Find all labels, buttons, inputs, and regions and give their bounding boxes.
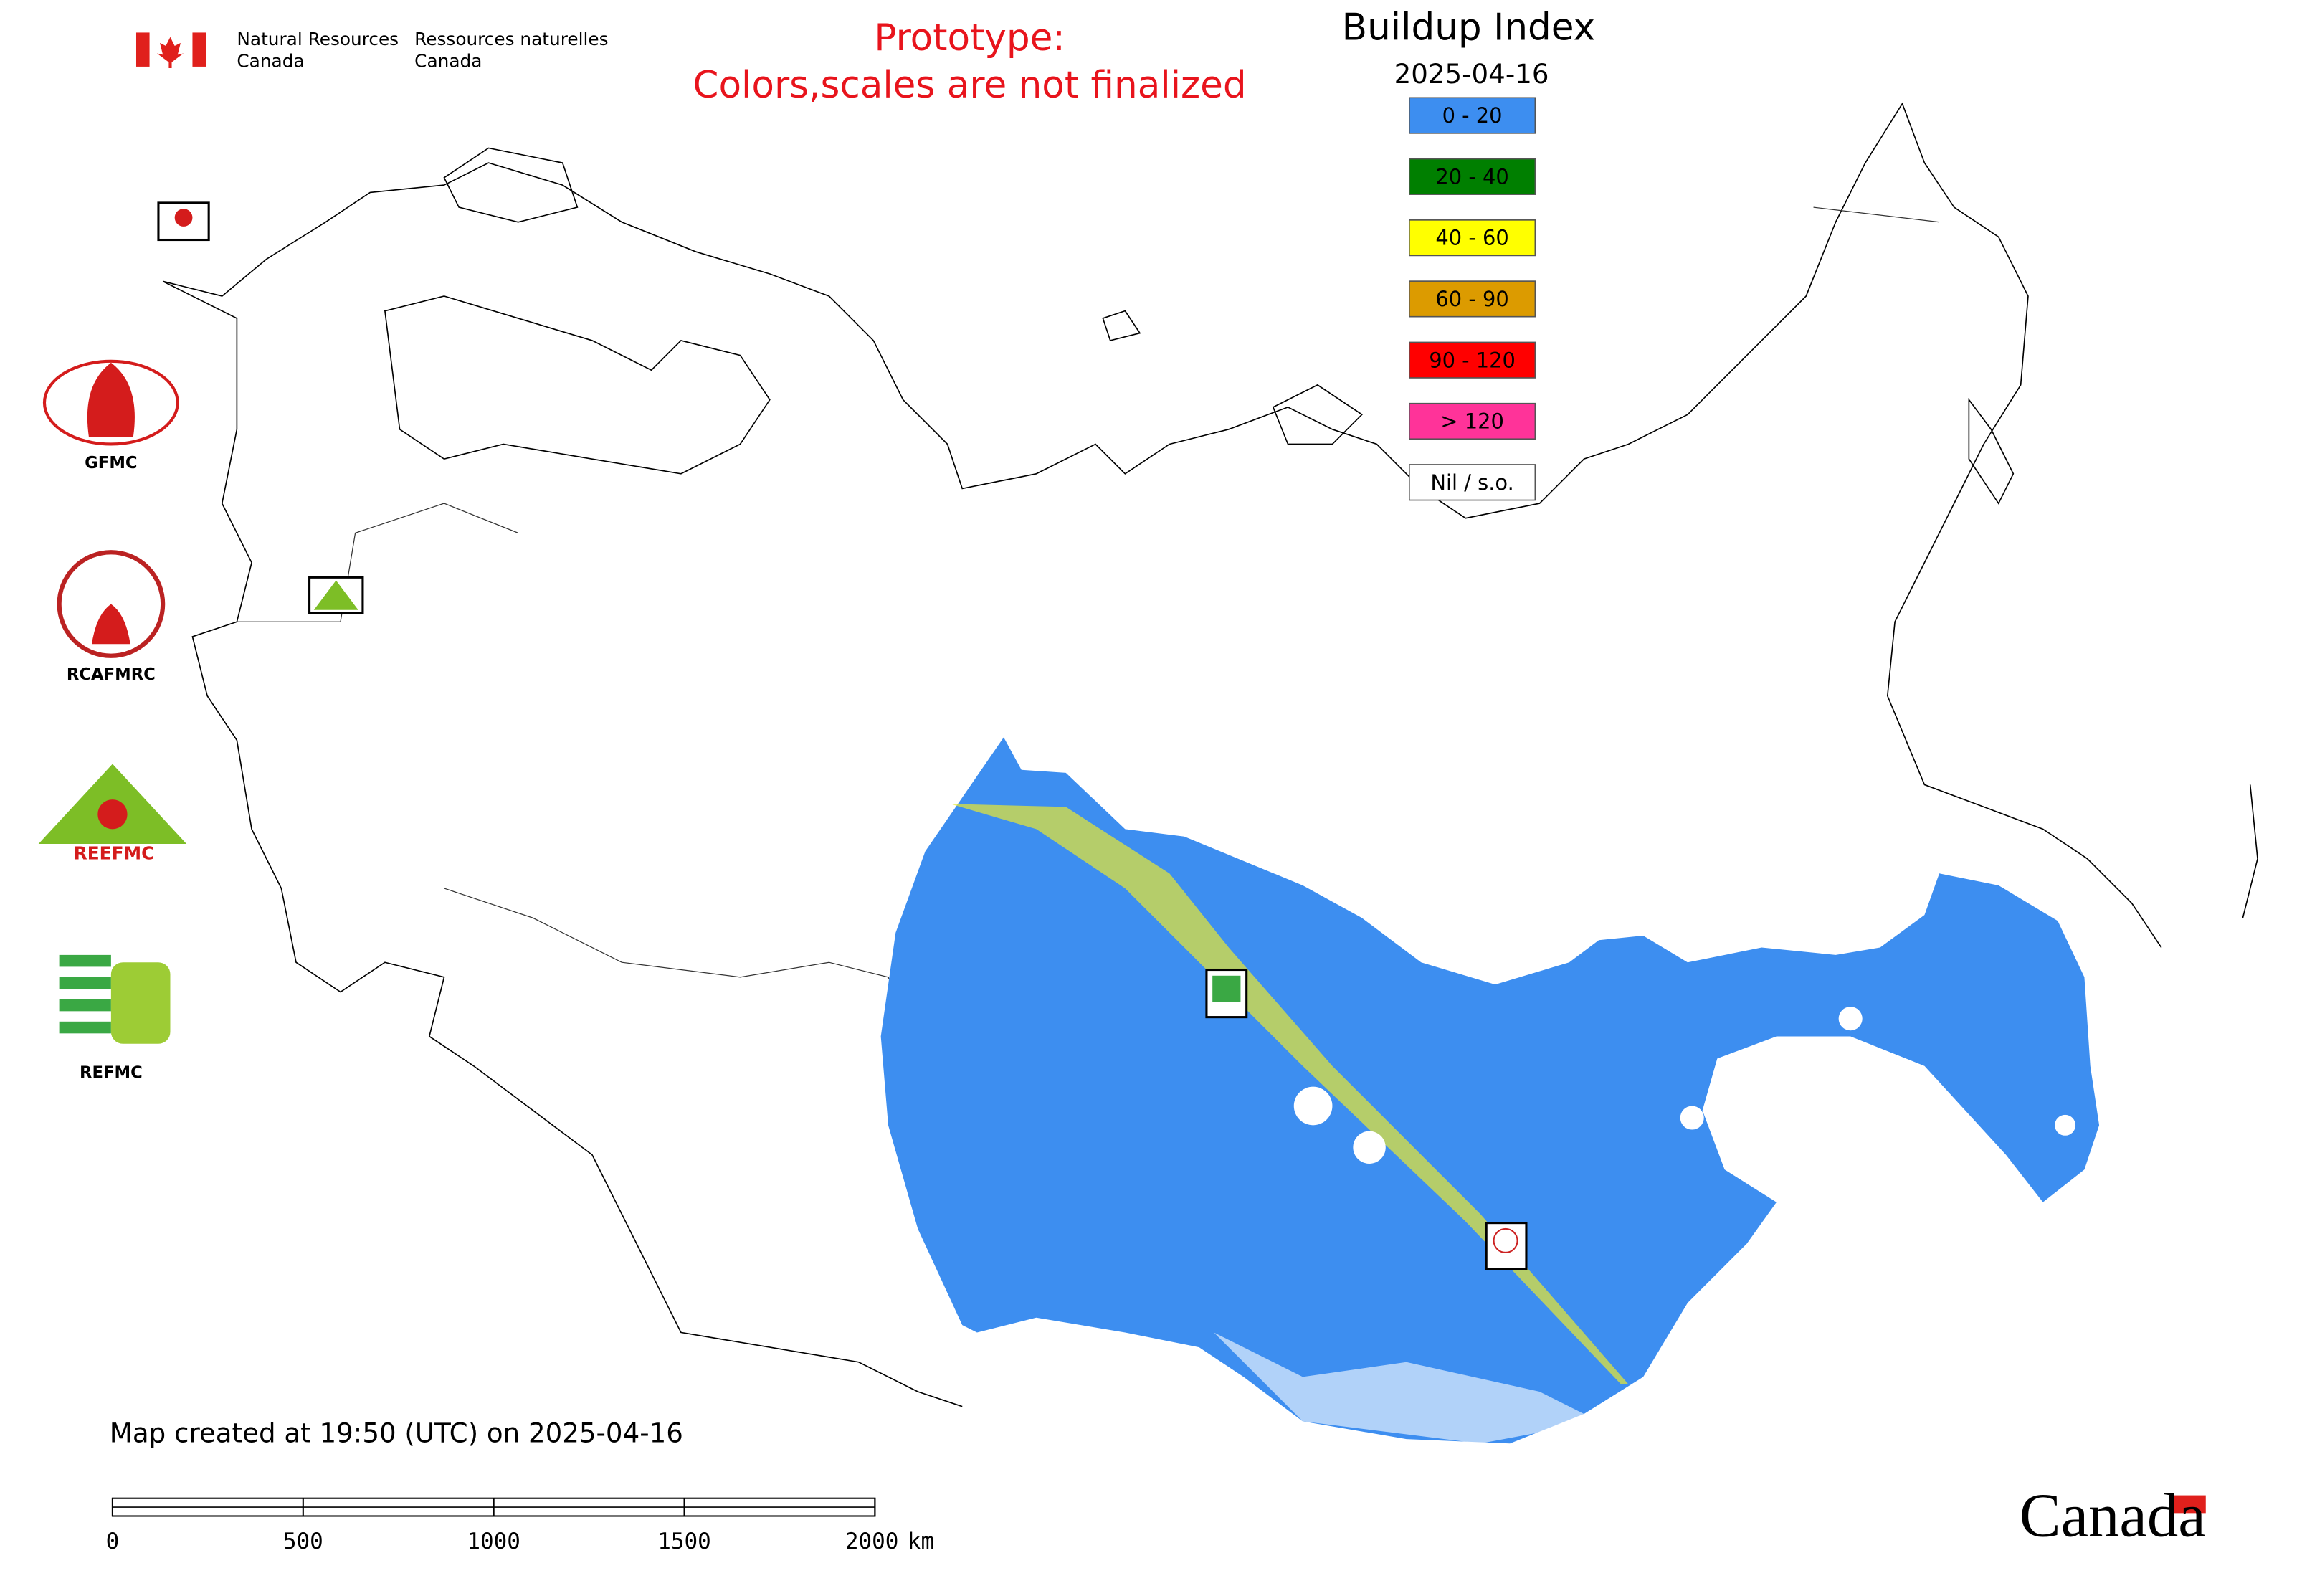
raster-gap (1353, 1131, 1386, 1164)
legend-swatch (1409, 219, 1536, 257)
notice: Prototype: (874, 16, 1065, 60)
coastline (162, 280, 963, 1407)
coastline (162, 102, 2162, 949)
agency-en: Canada (237, 51, 304, 72)
index-raster (880, 737, 2100, 1444)
legend-label: Nil / s.o. (1430, 470, 1513, 495)
legend-label: > 120 (1440, 409, 1504, 434)
scale-bar-label: 2000 (845, 1529, 899, 1554)
marker-icon (313, 580, 358, 610)
marker-icon (1493, 1227, 1518, 1253)
coastline (384, 295, 771, 475)
agency-signature (135, 32, 206, 68)
flag-bar (135, 32, 150, 67)
scale-bar-label: 1500 (657, 1529, 711, 1554)
wordmark-flag (2173, 1495, 2206, 1514)
island (443, 147, 579, 223)
island (1272, 384, 1364, 445)
border (237, 503, 518, 622)
raster-gap (2055, 1114, 2076, 1136)
logo-flame (87, 362, 135, 437)
scale-bar-unit: km (908, 1529, 934, 1554)
logo-stripe (59, 954, 111, 967)
legend-swatch (1409, 158, 1536, 195)
scale-bar-label: 0 (106, 1529, 120, 1554)
legend-label: 90 - 120 (1429, 348, 1516, 372)
legend-swatch (1409, 402, 1536, 440)
creation-note: Map created at 19:50 (UTC) on 2025-04-16 (110, 1417, 683, 1448)
logo-flame (97, 799, 128, 830)
raster-gap (1293, 1086, 1333, 1126)
marker-icon (1212, 975, 1241, 1002)
maple-leaf (156, 37, 184, 68)
raster-gap (1680, 1106, 1704, 1130)
legend-label: 0 - 20 (1442, 103, 1503, 128)
raster-gap (1838, 1007, 1863, 1031)
marker-icon (174, 209, 193, 227)
scale-bar: 0 500 1000 1500 2000 km (106, 1497, 934, 1554)
legend-label: 40 - 60 (1435, 226, 1508, 250)
logo-refmc (59, 944, 171, 1048)
marker (1485, 1222, 1528, 1270)
raster-gap (1214, 1332, 1599, 1444)
legend-title: Buildup Index (1342, 6, 1596, 49)
logo-label: GFMC (85, 454, 137, 472)
agency-fr: Ressources naturelles (414, 29, 608, 49)
scale-bar-label: 1000 (467, 1529, 520, 1554)
legend-swatch (1409, 280, 1536, 318)
island (1968, 398, 2015, 505)
legend-swatch (1409, 97, 1536, 134)
logo-stripe (59, 1021, 111, 1034)
legend-label: 60 - 90 (1435, 287, 1508, 311)
notice: Colors,scales are not finalized (693, 64, 1246, 107)
logo-gfmc (42, 359, 179, 446)
map-markers (157, 201, 1528, 1270)
legend-swatch (1409, 341, 1536, 379)
island (2242, 784, 2258, 918)
legend-swatch (1409, 464, 1536, 501)
logo-rcafmrc (57, 550, 166, 658)
logo-label: REFMC (80, 1064, 143, 1083)
agency-fr: Canada (414, 51, 482, 72)
logo-label: REEFMC (74, 842, 155, 863)
agency-en: Natural Resources (237, 29, 399, 49)
logo-panel (110, 962, 171, 1044)
logo-flame (92, 604, 130, 645)
logo-stripe (59, 977, 111, 989)
logo-label: RCAFMRC (67, 665, 156, 684)
island (1102, 310, 1141, 341)
legend-date: 2025-04-16 (1394, 59, 1549, 90)
legend-label: 20 - 40 (1435, 164, 1508, 189)
border (1813, 206, 1940, 223)
logo-stripe (59, 999, 111, 1012)
legend: 0 - 20 20 - 40 40 - 60 60 - 90 90 - 120 > 120… (1409, 97, 1536, 501)
logo-reefmc (38, 764, 187, 845)
flag-bar (192, 32, 206, 67)
scale-bar-label: 500 (283, 1529, 323, 1554)
wordmark: Canada (2020, 1481, 2206, 1550)
